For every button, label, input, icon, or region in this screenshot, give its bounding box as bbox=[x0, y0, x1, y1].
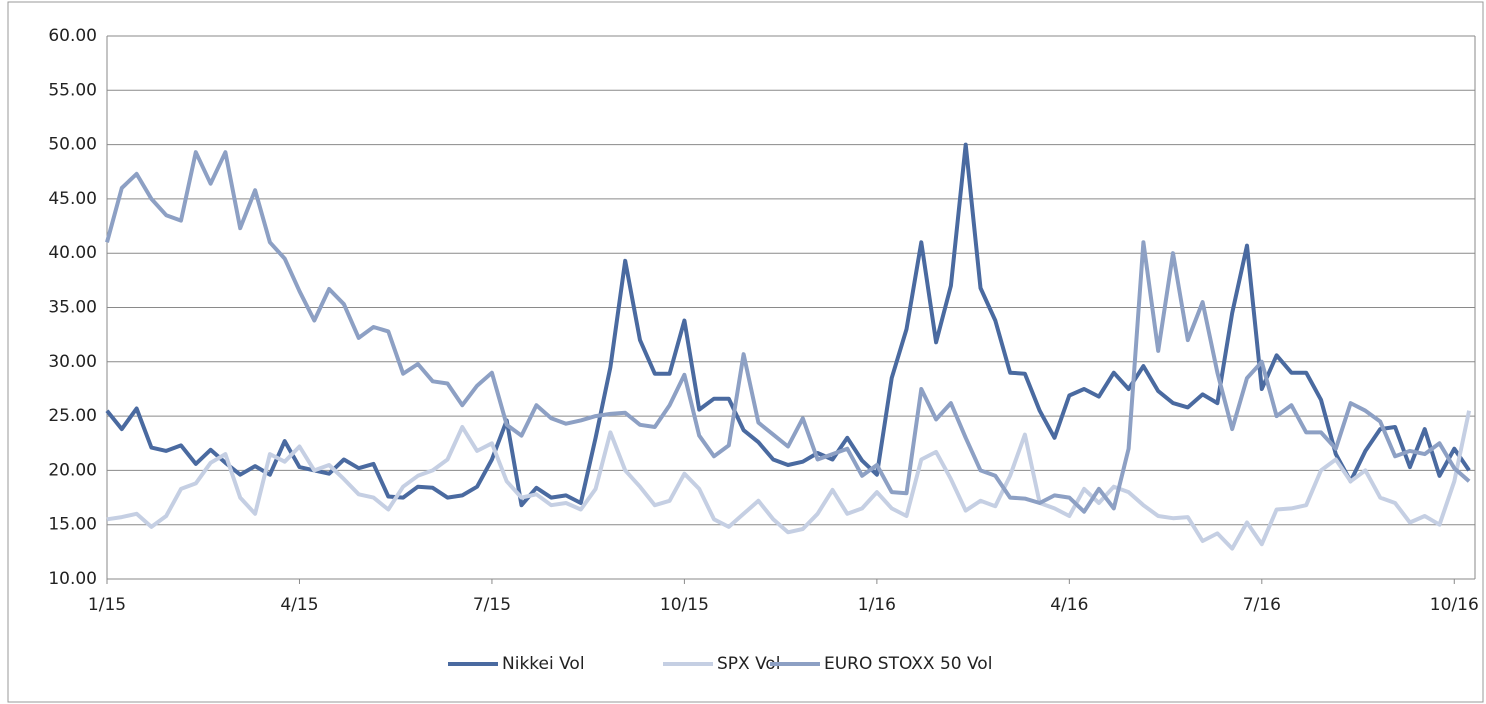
y-tick-label: 55.00 bbox=[48, 80, 97, 100]
y-tick-label: 25.00 bbox=[48, 406, 97, 426]
y-tick-label: 50.00 bbox=[48, 135, 97, 155]
x-tick-label: 4/16 bbox=[1050, 595, 1088, 615]
legend-label: EURO STOXX 50 Vol bbox=[824, 654, 992, 674]
x-tick-label: 7/16 bbox=[1243, 595, 1281, 615]
legend-label: SPX Vol bbox=[717, 654, 781, 674]
x-tick-label: 10/15 bbox=[660, 595, 709, 615]
series-line bbox=[106, 410, 1472, 551]
series-line bbox=[105, 150, 1471, 514]
y-tick-label: 10.00 bbox=[48, 569, 97, 589]
y-tick-label: 30.00 bbox=[48, 352, 97, 372]
x-tick-label: 4/15 bbox=[280, 595, 318, 615]
x-tick-label: 10/16 bbox=[1430, 595, 1479, 615]
y-tick-label: 40.00 bbox=[48, 243, 97, 263]
y-tick-label: 20.00 bbox=[48, 460, 97, 480]
y-tick-label: 35.00 bbox=[48, 298, 97, 318]
legend-label: Nikkei Vol bbox=[502, 654, 585, 674]
y-tick-label: 45.00 bbox=[48, 189, 97, 209]
y-tick-label: 15.00 bbox=[48, 515, 97, 535]
x-tick-label: 1/15 bbox=[88, 595, 126, 615]
x-tick-label: 7/15 bbox=[473, 595, 511, 615]
x-tick-label: 1/16 bbox=[858, 595, 896, 615]
y-tick-label: 60.00 bbox=[48, 26, 97, 46]
chart-frame bbox=[7, 1, 1484, 703]
